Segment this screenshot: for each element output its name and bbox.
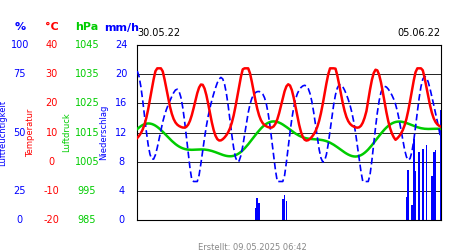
Bar [413, 140, 414, 220]
Text: 0: 0 [49, 157, 55, 167]
Bar [415, 172, 416, 220]
Text: 1025: 1025 [75, 98, 99, 108]
Bar [256, 198, 258, 220]
Text: 05.06.22: 05.06.22 [398, 28, 441, 38]
Text: 995: 995 [77, 186, 96, 196]
Text: 1015: 1015 [75, 128, 99, 138]
Text: Luftdruck: Luftdruck [62, 112, 71, 152]
Text: hPa: hPa [75, 22, 99, 32]
Bar [411, 205, 413, 220]
Text: 100: 100 [11, 40, 29, 50]
Bar [282, 198, 284, 220]
Text: 10: 10 [45, 128, 58, 138]
Text: 0: 0 [118, 215, 125, 225]
Text: 1005: 1005 [75, 157, 99, 167]
Text: 12: 12 [115, 128, 128, 138]
Text: -20: -20 [44, 215, 60, 225]
Text: Temperatur: Temperatur [26, 108, 35, 157]
Bar [286, 201, 287, 220]
Bar [426, 145, 427, 220]
Text: °C: °C [45, 22, 58, 32]
Bar [422, 150, 423, 220]
Bar [405, 197, 407, 220]
Text: 0: 0 [17, 215, 23, 225]
Text: 24: 24 [115, 40, 128, 50]
Text: 16: 16 [115, 98, 128, 108]
Bar [431, 176, 433, 220]
Text: 25: 25 [14, 186, 26, 196]
Bar [435, 150, 436, 220]
Text: %: % [14, 22, 25, 32]
Bar [284, 195, 285, 220]
Text: 1035: 1035 [75, 69, 99, 79]
Text: -10: -10 [44, 186, 59, 196]
Text: 30.05.22: 30.05.22 [137, 28, 180, 38]
Bar [407, 170, 409, 220]
Text: 1045: 1045 [75, 40, 99, 50]
Text: mm/h: mm/h [104, 22, 139, 32]
Text: 30: 30 [45, 69, 58, 79]
Text: 985: 985 [77, 215, 96, 225]
Bar [433, 152, 435, 220]
Text: 20: 20 [115, 69, 128, 79]
Text: Niederschlag: Niederschlag [99, 105, 108, 160]
Text: Luftfeuchtigkeit: Luftfeuchtigkeit [0, 100, 7, 166]
Text: 8: 8 [118, 157, 125, 167]
Text: 50: 50 [14, 128, 26, 138]
Text: 40: 40 [45, 40, 58, 50]
Text: 20: 20 [45, 98, 58, 108]
Text: 75: 75 [14, 69, 26, 79]
Bar [258, 203, 260, 220]
Text: 4: 4 [118, 186, 125, 196]
Bar [255, 208, 256, 220]
Text: Erstellt: 09.05.2025 06:42: Erstellt: 09.05.2025 06:42 [198, 243, 307, 250]
Bar [418, 152, 420, 220]
Bar [440, 110, 442, 220]
